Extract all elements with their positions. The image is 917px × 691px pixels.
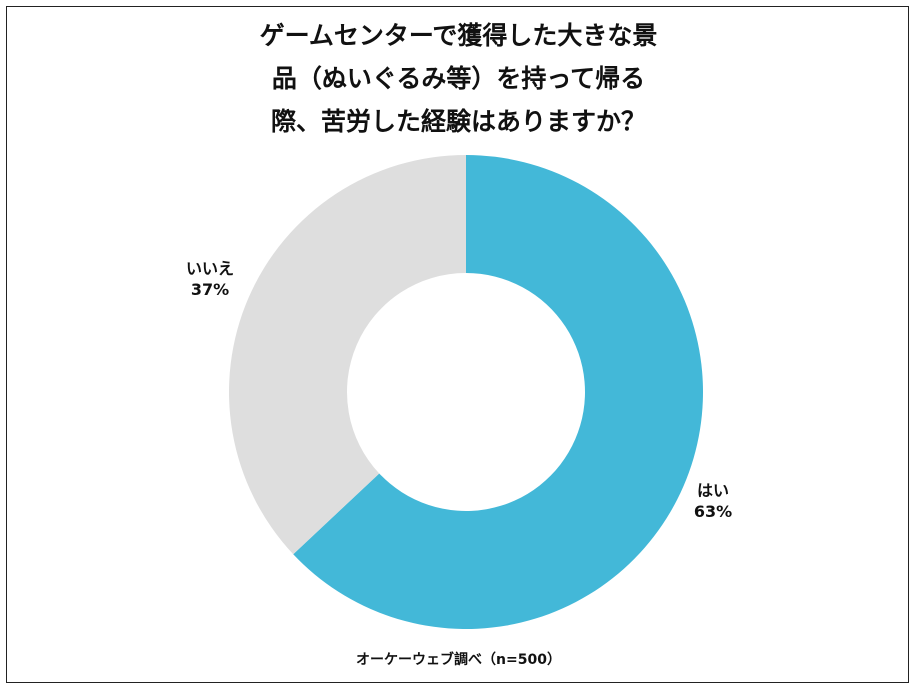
slice-label-no-name: いいえ	[185, 259, 234, 278]
chart-title-line-2: 品（ぬいぐるみ等）を持って帰る	[271, 64, 646, 93]
slice-label-no-value: 37%	[190, 280, 230, 299]
slice-label-yes-value: 63%	[693, 502, 733, 521]
slice-label-yes-name: はい	[696, 481, 729, 500]
donut-slices	[228, 154, 703, 629]
slice-label-no: いいえ 37%	[172, 258, 248, 300]
chart-source-note: オーケーウェブ調べ（n=500）	[356, 652, 561, 668]
chart-title-line-1: ゲームセンターで獲得した大きな景	[259, 21, 658, 50]
donut-slice-yes	[293, 155, 703, 629]
slice-label-yes: はい 63%	[683, 480, 743, 522]
donut-slice-no	[228, 154, 466, 555]
chart-title-line-3: 際、苦労した経験はありますか？	[270, 107, 646, 136]
chart-title: ゲームセンターで獲得した大きな景 品（ぬいぐるみ等）を持って帰る 際、苦労した経…	[0, 14, 917, 143]
